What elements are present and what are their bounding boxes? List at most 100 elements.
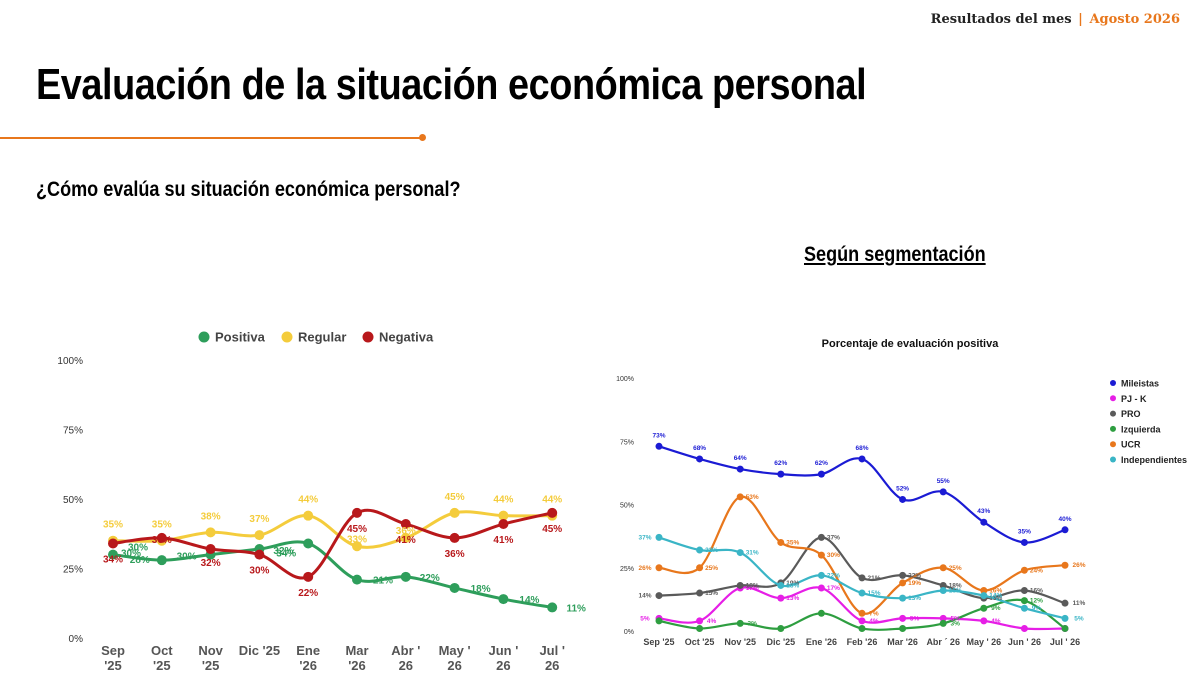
- x-tick-label: Mar '26: [345, 643, 368, 673]
- y-tick-label: 25%: [63, 565, 83, 576]
- data-label-ucr: 53%: [746, 494, 759, 501]
- data-label-pj-k: 5%: [640, 615, 650, 622]
- data-point-izquierda: [777, 624, 785, 632]
- x-tick-label-line: '25: [202, 658, 220, 673]
- series-line-regular: [112, 510, 553, 549]
- data-label-independientes: 9%: [1032, 605, 1042, 612]
- data-point-negativa: [547, 507, 558, 518]
- x-tick-label-line: '26: [348, 658, 366, 673]
- segmentation-line-chart: Porcentaje de evaluación positiva 0% 25% 50…: [616, 338, 1187, 647]
- legend-marker-mileistas: [1110, 380, 1116, 386]
- data-point-negativa: [205, 544, 216, 555]
- evaluation-line-chart: Positiva Regular Negativa 0% 25% 50% 75% 100% Se…: [57, 330, 586, 674]
- data-point-pro: [1061, 599, 1069, 607]
- data-point-izquierda: [696, 624, 704, 632]
- legend-label-mileistas: Mileistas: [1121, 379, 1159, 389]
- x-tick-label: May ' 26: [439, 643, 471, 673]
- data-label-negativa: 22%: [298, 588, 318, 599]
- legend-label-izquierda: Izquierda: [1121, 424, 1162, 434]
- data-point-independientes: [736, 549, 744, 557]
- data-point-independientes: [777, 581, 785, 589]
- x-tick-label-line: '25: [104, 658, 122, 673]
- data-label-independientes: 14%: [989, 593, 1002, 600]
- data-label-positiva: 32%: [273, 546, 293, 557]
- legend-marker-positiva: [198, 331, 210, 343]
- x-tick-label: Abr ' 26: [391, 643, 420, 673]
- x-tick-label-line: '26: [299, 658, 317, 673]
- x-tick-label: Abr ´ 26: [926, 637, 960, 647]
- data-label-negativa: 41%: [396, 535, 416, 546]
- data-point-negativa: [449, 532, 460, 543]
- data-point-pj-k: [858, 617, 866, 625]
- y-tick-label: 100%: [616, 376, 634, 383]
- data-label-ucr: 16%: [989, 588, 1002, 595]
- data-point-regular: [254, 530, 265, 541]
- data-point-positiva: [352, 574, 362, 585]
- data-point-ucr: [980, 587, 988, 595]
- x-tick-label-line: Ene: [296, 643, 320, 658]
- data-label-pro: 19%: [786, 580, 799, 587]
- data-point-regular: [303, 510, 314, 521]
- x-tick-label-line: Abr ': [391, 643, 420, 658]
- x-tick-label: Feb '26: [847, 637, 878, 647]
- data-point-ucr: [939, 564, 947, 572]
- data-point-izquierda: [939, 619, 947, 627]
- legend-label-pj-k: PJ - K: [1121, 394, 1147, 404]
- y-tick-label: 0%: [624, 629, 634, 636]
- data-label-independientes: 32%: [705, 547, 718, 554]
- x-tick-label-line: 26: [447, 658, 461, 673]
- data-point-ucr: [899, 579, 907, 587]
- legend-item-regular: Regular: [281, 330, 346, 345]
- data-label-negativa: 30%: [249, 566, 269, 577]
- data-label-ucr: 25%: [705, 565, 718, 572]
- x-tick-label: Jun ' 26: [488, 643, 518, 673]
- x-tick-label: Sep '25: [643, 637, 674, 647]
- legend-marker-ucr: [1110, 441, 1116, 448]
- data-point-izquierda: [1020, 597, 1028, 605]
- x-tick-label: Jun ' 26: [1008, 637, 1041, 647]
- x-tick-label: May ' 26: [966, 637, 1001, 647]
- data-point-mileistas: [1061, 526, 1069, 534]
- y-tick-label: 0%: [69, 634, 84, 645]
- data-label-independientes: 18%: [786, 582, 799, 589]
- data-point-izquierda: [980, 604, 988, 612]
- data-label-negativa: 41%: [493, 535, 513, 546]
- data-point-pro: [1020, 587, 1028, 595]
- x-tick-label: Nov '25: [198, 643, 223, 673]
- x-tick-label-line: May ': [439, 643, 471, 658]
- data-label-pro: 18%: [949, 582, 962, 589]
- data-label-positiva: 28%: [130, 555, 150, 566]
- data-point-mileistas: [736, 465, 744, 473]
- data-point-pj-k: [696, 617, 704, 625]
- header-period: Resultados del mes | Agosto 2026: [931, 12, 1180, 27]
- data-label-regular: 45%: [445, 492, 465, 503]
- legend-item-pro: PRO: [1110, 409, 1141, 419]
- legend-label-positiva: Positiva: [215, 330, 266, 345]
- data-point-negativa: [352, 507, 362, 518]
- data-point-ucr: [655, 564, 663, 572]
- data-label-pj-k: 5%: [950, 615, 960, 622]
- data-label-negativa: 45%: [347, 524, 367, 535]
- data-label-ucr: 26%: [638, 565, 651, 572]
- data-label-negativa: 45%: [542, 524, 562, 535]
- data-label-independientes: 16%: [949, 588, 962, 595]
- data-label-extra: 30%: [128, 543, 148, 554]
- data-point-positiva: [156, 555, 167, 566]
- data-point-independientes: [817, 571, 825, 579]
- data-point-mileistas: [980, 518, 988, 526]
- title-underline-dot: [419, 134, 426, 141]
- x-tick-label: Ene '26: [806, 637, 837, 647]
- data-point-regular: [449, 507, 460, 518]
- legend-item-ucr: UCR: [1110, 440, 1141, 450]
- legend-item-mileistas: Mileistas: [1110, 379, 1159, 389]
- data-label-mileistas: 43%: [977, 508, 990, 515]
- series-line-positiva: [112, 540, 553, 609]
- data-point-independientes: [655, 533, 663, 541]
- data-point-mileistas: [939, 488, 947, 496]
- data-point-independientes: [939, 587, 947, 595]
- data-point-pj-k: [777, 594, 785, 602]
- y-tick-label: 25%: [620, 566, 634, 573]
- data-label-independientes: 15%: [867, 590, 880, 597]
- series-line-negativa: [112, 508, 553, 580]
- data-point-positiva: [449, 582, 460, 593]
